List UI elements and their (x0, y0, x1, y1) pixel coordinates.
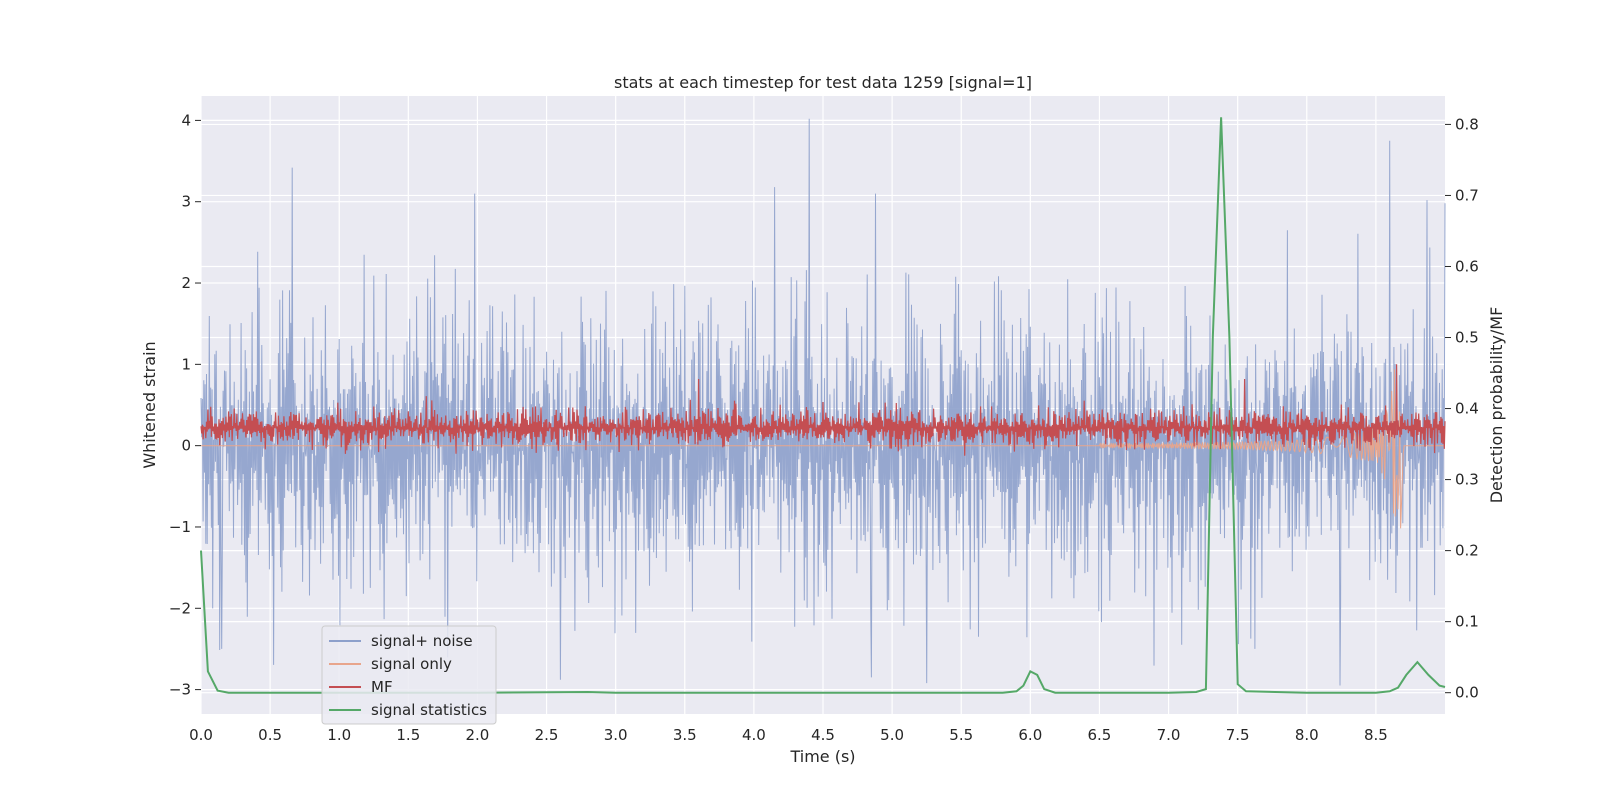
x-tick-label: 4.5 (811, 726, 835, 744)
y-axis-left-ticks: −3 −2 −1 0 1 2 3 4 (169, 111, 201, 699)
legend-label-signal-noise: signal+ noise (371, 632, 473, 650)
x-tick-label: 5.0 (880, 726, 904, 744)
x-tick-label: 0.5 (258, 726, 282, 744)
y-tick-label-right: 0.2 (1455, 542, 1479, 560)
x-axis-label: Time (s) (789, 747, 855, 766)
y-tick-label-right: 0.1 (1455, 613, 1479, 631)
x-tick-label: 1.5 (396, 726, 420, 744)
y-tick-label-right: 0.6 (1455, 257, 1479, 275)
legend-label-signal-statistics: signal statistics (371, 701, 487, 719)
y-axis-left-label: Whitened strain (140, 341, 159, 468)
x-tick-label: 8.5 (1364, 726, 1388, 744)
x-tick-label: 3.0 (604, 726, 628, 744)
x-tick-label: 5.5 (949, 726, 973, 744)
x-tick-label: 4.0 (742, 726, 766, 744)
x-tick-label: 1.0 (327, 726, 351, 744)
y-tick-label-left: 4 (181, 111, 191, 129)
y-tick-label-right: 0.0 (1455, 684, 1479, 702)
y-tick-label-right: 0.8 (1455, 115, 1479, 133)
y-tick-label-left: −1 (169, 518, 191, 536)
y-axis-right-ticks: 0.0 0.1 0.2 0.3 0.4 0.5 0.6 0.7 0.8 (1445, 115, 1479, 702)
y-tick-label-left: 2 (181, 274, 191, 292)
series-signal-only (201, 369, 1445, 529)
y-tick-label-left: 1 (181, 355, 191, 373)
x-tick-label: 6.0 (1018, 726, 1042, 744)
y-tick-label-left: 3 (181, 193, 191, 211)
x-tick-label: 2.5 (535, 726, 559, 744)
legend: signal+ noise signal only MF signal stat… (321, 625, 497, 725)
legend-box (321, 625, 497, 725)
x-tick-label: 3.5 (673, 726, 697, 744)
chart-title: stats at each timestep for test data 125… (614, 73, 1032, 92)
y-axis-right-label: Detection probability/MF (1487, 307, 1506, 504)
legend-label-signal-only: signal only (371, 655, 452, 673)
y-tick-label-right: 0.3 (1455, 471, 1479, 489)
x-axis-ticks: 0.0 0.5 1.0 1.5 2.0 2.5 3.0 3.5 4.0 4.5 5.0 5.5 6.0 6… (189, 726, 1388, 744)
series-signal-noise (200, 118, 1446, 686)
y-tick-label-right: 0.7 (1455, 186, 1479, 204)
y-tick-label-left: 0 (181, 437, 191, 455)
x-tick-label: 8.0 (1295, 726, 1319, 744)
x-tick-label: 6.5 (1088, 726, 1112, 744)
y-tick-label-left: −3 (169, 681, 191, 699)
x-tick-label: 7.5 (1226, 726, 1250, 744)
series-mf (200, 364, 1446, 456)
y-tick-label-right: 0.4 (1455, 400, 1479, 418)
x-tick-label: 7.0 (1157, 726, 1181, 744)
y-tick-label-right: 0.5 (1455, 329, 1479, 347)
x-tick-label: 0.0 (189, 726, 213, 744)
legend-label-mf: MF (371, 678, 393, 696)
y-tick-label-left: −2 (169, 599, 191, 617)
x-tick-label: 2.0 (466, 726, 490, 744)
